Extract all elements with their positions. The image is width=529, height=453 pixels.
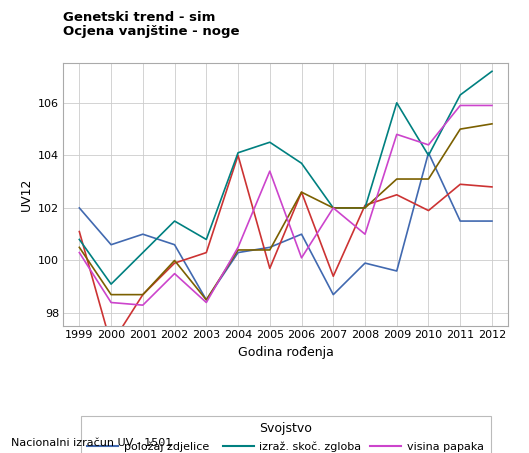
Text: Nacionalni izračun UV - 1501: Nacionalni izračun UV - 1501 xyxy=(11,439,172,448)
Legend: položaj zdjelice, kut skoč. zgloba, izraž. skoč. zgloba, putice, visina papaka: položaj zdjelice, kut skoč. zgloba, izra… xyxy=(80,416,491,453)
Y-axis label: UV12: UV12 xyxy=(20,178,33,212)
Text: Ocjena vanjštine - noge: Ocjena vanjštine - noge xyxy=(63,25,240,38)
Text: Genetski trend - sim: Genetski trend - sim xyxy=(63,11,216,24)
X-axis label: Godina rođenja: Godina rođenja xyxy=(238,346,334,359)
